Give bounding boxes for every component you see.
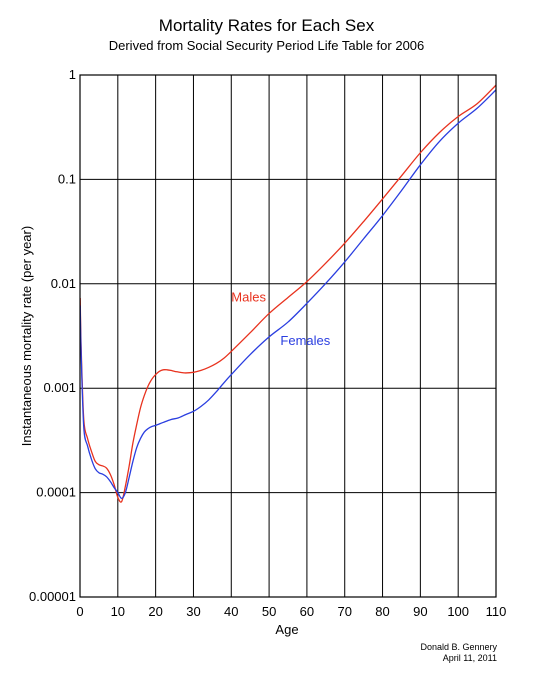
y-tick-label: 0.1 [58, 171, 76, 186]
y-tick-label: 0.01 [51, 276, 76, 291]
series-layer [79, 84, 497, 503]
series-label-males: Males [231, 289, 266, 304]
x-tick-label: 90 [413, 604, 427, 619]
credit-date: April 11, 2011 [442, 653, 497, 663]
x-tick-label: 70 [337, 604, 351, 619]
x-tick-label: 60 [300, 604, 314, 619]
x-tick-label: 50 [262, 604, 276, 619]
x-tick-label: 110 [486, 604, 507, 619]
tick-layer: 0 10 20 30 40 50 60 70 80 90 100 110 0.00001 0.0001 0.… [29, 67, 506, 619]
y-tick-label: 0.0001 [36, 485, 76, 500]
x-tick-label: 30 [186, 604, 200, 619]
y-tick-label: 1 [69, 67, 76, 82]
x-axis-label: Age [275, 622, 298, 637]
y-tick-label: 0.00001 [29, 589, 76, 604]
x-tick-label: 20 [148, 604, 162, 619]
y-tick-label: 0.001 [43, 380, 76, 395]
series-line-females [79, 89, 497, 500]
series-line-males [79, 84, 497, 503]
series-label-layer: Males Females [231, 289, 331, 348]
plot-frame [79, 74, 497, 598]
y-axis-label: Instantaneous mortality rate (per year) [19, 226, 34, 446]
chart-subtitle: Derived from Social Security Period Life… [108, 38, 425, 53]
x-tick-label: 0 [76, 604, 83, 619]
series-label-females: Females [280, 333, 330, 348]
x-tick-label: 40 [224, 604, 238, 619]
x-tick-label: 100 [447, 604, 469, 619]
grid-layer [80, 75, 496, 597]
credit-author: Donald B. Gennery [420, 642, 497, 652]
x-tick-label: 10 [111, 604, 125, 619]
x-tick-label: 80 [375, 604, 389, 619]
chart-title: Mortality Rates for Each Sex [158, 16, 375, 35]
credit-block: Donald B. Gennery April 11, 2011 [420, 642, 497, 664]
